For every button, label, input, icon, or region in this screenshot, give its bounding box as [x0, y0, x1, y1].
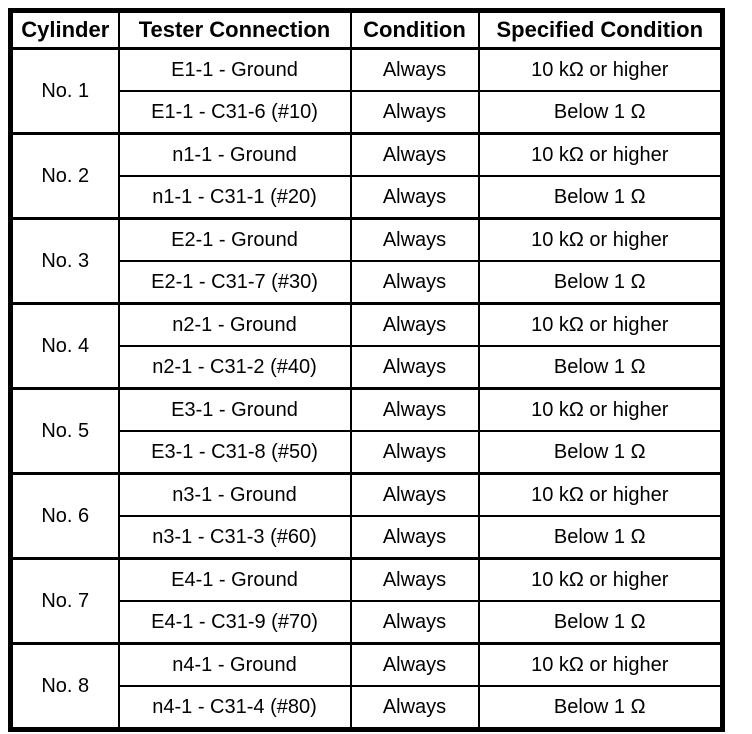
specified-condition-cell: 10 kΩ or higher: [477, 47, 724, 92]
condition-cell: Always: [349, 132, 480, 177]
condition-cell: Always: [349, 175, 480, 220]
specified-condition-cell: Below 1 Ω: [477, 685, 724, 731]
specified-condition-cell: Below 1 Ω: [477, 430, 724, 475]
tester-connection-cell: E4-1 - Ground: [117, 557, 352, 602]
specified-condition-cell: 10 kΩ or higher: [477, 642, 724, 687]
cylinder-cell: No. 4: [9, 302, 120, 390]
table-row: No. 8 n4-1 - Ground Always 10 kΩ or high…: [9, 642, 724, 731]
condition-cell: Always: [349, 302, 480, 347]
condition-cell: Always: [349, 685, 480, 731]
tester-connection-cell: E3-1 - C31-8 (#50): [117, 430, 352, 475]
specified-condition-cell: 10 kΩ or higher: [477, 472, 724, 517]
condition-cell: Always: [349, 642, 480, 687]
resistance-specification-table: Cylinder Tester Connection Condition Spe…: [8, 8, 725, 732]
cylinder-cell: No. 7: [9, 557, 120, 645]
tester-connection-cell: n3-1 - C31-3 (#60): [117, 515, 352, 560]
tester-connection-cell: n2-1 - Ground: [117, 302, 352, 347]
condition-cell: Always: [349, 557, 480, 602]
header-specified-condition: Specified Condition: [477, 9, 724, 50]
tester-connection-cell: E3-1 - Ground: [117, 387, 352, 432]
table-row: No. 5 E3-1 - Ground Always 10 kΩ or high…: [9, 387, 724, 475]
tester-connection-cell: n1-1 - Ground: [117, 132, 352, 177]
specified-condition-cell: Below 1 Ω: [477, 175, 724, 220]
table-header-row: Cylinder Tester Connection Condition Spe…: [9, 9, 724, 50]
specified-condition-cell: 10 kΩ or higher: [477, 217, 724, 262]
table-row: E3-1 - C31-8 (#50) Always Below 1 Ω: [11, 430, 724, 475]
condition-cell: Always: [349, 387, 480, 432]
tester-connection-cell: E4-1 - C31-9 (#70): [117, 600, 352, 645]
table-row: No. 1 E1-1 - Ground Always 10 kΩ or high…: [9, 47, 724, 135]
condition-cell: Always: [349, 345, 480, 390]
specified-condition-cell: Below 1 Ω: [477, 90, 724, 135]
condition-cell: Always: [349, 472, 480, 517]
specified-condition-cell: Below 1 Ω: [477, 345, 724, 390]
header-cylinder: Cylinder: [9, 9, 120, 50]
tester-connection-cell: n3-1 - Ground: [117, 472, 352, 517]
table-row: No. 2 n1-1 - Ground Always 10 kΩ or high…: [9, 132, 724, 220]
condition-cell: Always: [349, 217, 480, 262]
table-row: No. 7 E4-1 - Ground Always 10 kΩ or high…: [9, 557, 724, 645]
specified-condition-cell: Below 1 Ω: [477, 260, 724, 305]
table-row: n3-1 - C31-3 (#60) Always Below 1 Ω: [11, 515, 724, 560]
condition-cell: Always: [349, 430, 480, 475]
table-row: E4-1 - C31-9 (#70) Always Below 1 Ω: [11, 600, 724, 645]
tester-connection-cell: n4-1 - C31-4 (#80): [117, 685, 352, 731]
condition-cell: Always: [349, 600, 480, 645]
cylinder-cell: No. 8: [9, 642, 120, 731]
tester-connection-cell: E1-1 - C31-6 (#10): [117, 90, 352, 135]
table-row: No. 3 E2-1 - Ground Always 10 kΩ or high…: [9, 217, 724, 305]
cylinder-cell: No. 1: [9, 47, 120, 135]
table-row: n2-1 - C31-2 (#40) Always Below 1 Ω: [11, 345, 724, 390]
header-tester-connection: Tester Connection: [117, 9, 352, 50]
tester-connection-cell: E2-1 - C31-7 (#30): [117, 260, 352, 305]
table-row: n1-1 - C31-1 (#20) Always Below 1 Ω: [11, 175, 724, 220]
specified-condition-cell: 10 kΩ or higher: [477, 302, 724, 347]
table-row: No. 4 n2-1 - Ground Always 10 kΩ or high…: [9, 302, 724, 390]
cylinder-cell: No. 2: [9, 132, 120, 220]
condition-cell: Always: [349, 47, 480, 92]
table-row: n4-1 - C31-4 (#80) Always Below 1 Ω: [11, 685, 724, 731]
condition-cell: Always: [349, 90, 480, 135]
condition-cell: Always: [349, 515, 480, 560]
specified-condition-cell: Below 1 Ω: [477, 600, 724, 645]
table-row: No. 6 n3-1 - Ground Always 10 kΩ or high…: [9, 472, 724, 560]
tester-connection-cell: E1-1 - Ground: [117, 47, 352, 92]
tester-connection-cell: E2-1 - Ground: [117, 217, 352, 262]
table-row: E1-1 - C31-6 (#10) Always Below 1 Ω: [11, 90, 724, 135]
specified-condition-cell: 10 kΩ or higher: [477, 387, 724, 432]
cylinder-cell: No. 5: [9, 387, 120, 475]
tester-connection-cell: n4-1 - Ground: [117, 642, 352, 687]
condition-cell: Always: [349, 260, 480, 305]
header-condition: Condition: [349, 9, 480, 50]
tester-connection-cell: n2-1 - C31-2 (#40): [117, 345, 352, 390]
cylinder-cell: No. 3: [9, 217, 120, 305]
specified-condition-cell: 10 kΩ or higher: [477, 557, 724, 602]
tester-connection-cell: n1-1 - C31-1 (#20): [117, 175, 352, 220]
table-row: E2-1 - C31-7 (#30) Always Below 1 Ω: [11, 260, 724, 305]
cylinder-cell: No. 6: [9, 472, 120, 560]
specified-condition-cell: Below 1 Ω: [477, 515, 724, 560]
specified-condition-cell: 10 kΩ or higher: [477, 132, 724, 177]
